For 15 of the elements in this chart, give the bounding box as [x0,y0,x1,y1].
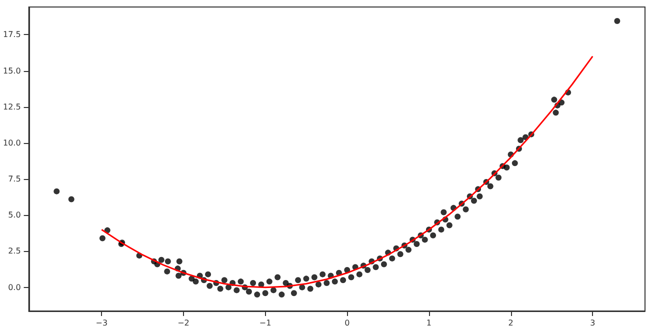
y-tick-label: 5.0 [8,210,21,220]
x-tick-label: 2 [508,318,514,327]
x-tick-label: −3 [96,318,108,327]
y-tick-label: 12.5 [3,102,21,112]
x-tick-label: 1 [426,318,432,327]
x-tick-label: 0 [344,318,350,327]
x-tick-label: −1 [259,318,272,327]
y-tick-label: 15.0 [3,66,21,76]
y-tick-label: 10.0 [3,138,21,148]
y-tick-label: 17.5 [3,30,21,40]
x-tick-label: −2 [178,318,190,327]
y-tick-label: 7.5 [8,174,21,184]
y-tick-label: 0.0 [8,282,21,292]
y-tick-label: 2.5 [8,246,21,256]
x-tick-label: 3 [590,318,596,327]
